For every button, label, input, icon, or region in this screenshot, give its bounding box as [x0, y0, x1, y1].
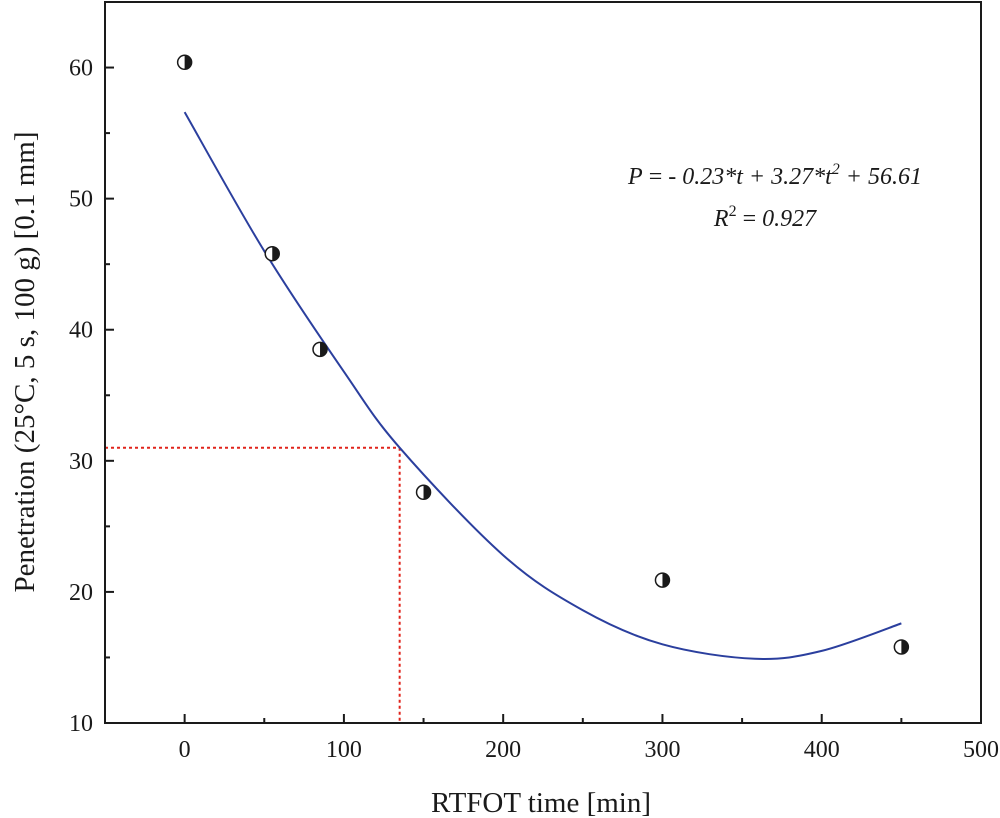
x-tick-label: 300	[644, 737, 680, 763]
y-tick-label: 30	[69, 449, 93, 475]
y-axis-title: Penetration (25°C, 5 s, 100 g) [0.1 mm]	[9, 131, 41, 592]
y-tick-label: 60	[69, 56, 93, 82]
y-axis: 10 20 30 40 50 60	[69, 56, 114, 737]
y-tick-label: 50	[69, 187, 93, 213]
x-tick-label: 200	[485, 737, 521, 763]
data-point	[312, 341, 328, 358]
data-point	[415, 484, 432, 501]
x-tick-label: 100	[326, 737, 362, 763]
data-point	[176, 54, 193, 71]
data-point	[264, 245, 280, 262]
x-tick-label: 500	[963, 737, 999, 763]
x-tick-label: 0	[179, 737, 191, 763]
y-tick-label: 10	[69, 711, 93, 737]
x-axis-title: RTFOT time [min]	[431, 787, 651, 818]
plot-frame	[104, 1, 982, 724]
r-squared-label: R2 = 0.927	[713, 203, 817, 232]
x-tick-label: 400	[804, 737, 840, 763]
fit-equation: P = - 0.23*t + 3.27*t2 + 56.61	[627, 161, 922, 190]
y-tick-label: 40	[69, 318, 93, 344]
data-point	[893, 639, 910, 655]
x-axis: 0 100 200 300 400 500	[104, 714, 999, 763]
fit-curve	[183, 111, 902, 660]
data-point	[654, 572, 671, 588]
y-tick-label: 20	[69, 580, 93, 606]
plot-area	[105, 54, 910, 723]
